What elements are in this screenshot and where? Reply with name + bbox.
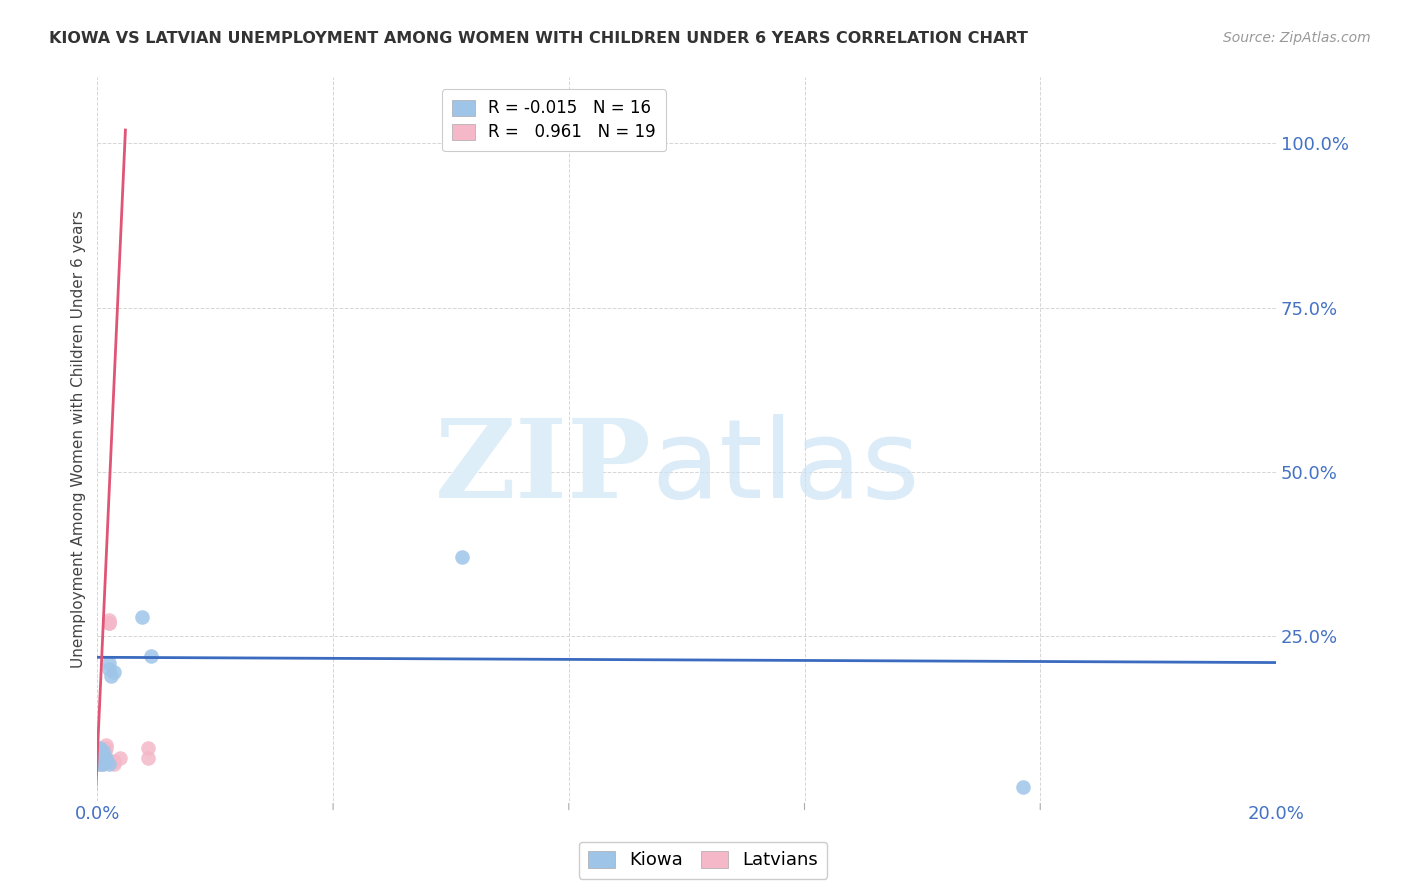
Point [1012, 780, 1035, 795]
Point [94, 738, 117, 752]
Text: ZIP: ZIP [434, 415, 651, 522]
Point [89, 741, 111, 756]
Point [87, 757, 110, 772]
Legend: R = -0.015   N = 16, R =   0.961   N = 19: R = -0.015 N = 16, R = 0.961 N = 19 [441, 89, 666, 152]
Legend: Kiowa, Latvians: Kiowa, Latvians [579, 842, 827, 879]
Point [91, 751, 114, 765]
Point [139, 648, 162, 663]
Point [93, 747, 115, 762]
Point [103, 757, 125, 772]
Y-axis label: Unemployment Among Women with Children Under 6 years: Unemployment Among Women with Children U… [72, 211, 86, 668]
Point [94, 751, 117, 765]
Point [103, 665, 125, 680]
Text: atlas: atlas [651, 415, 920, 522]
Point [91, 754, 114, 768]
Point [451, 550, 474, 565]
Point [131, 609, 153, 624]
Point [91, 744, 114, 758]
Point [91, 751, 114, 765]
Point [97, 757, 120, 772]
Point [89, 757, 111, 772]
Point [108, 751, 131, 765]
Point [93, 744, 115, 758]
Point [97, 656, 120, 670]
Point [93, 744, 115, 758]
Text: KIOWA VS LATVIAN UNEMPLOYMENT AMONG WOMEN WITH CHILDREN UNDER 6 YEARS CORRELATIO: KIOWA VS LATVIAN UNEMPLOYMENT AMONG WOME… [49, 31, 1028, 46]
Text: Source: ZipAtlas.com: Source: ZipAtlas.com [1223, 31, 1371, 45]
Point [103, 754, 125, 768]
Point [97, 616, 120, 631]
Point [100, 669, 122, 683]
Point [97, 613, 120, 627]
Point [89, 754, 111, 768]
Point [136, 751, 159, 765]
Point [91, 757, 114, 772]
Point [94, 741, 117, 756]
Point [90, 757, 112, 772]
Point [136, 741, 159, 756]
Point [94, 754, 117, 768]
Point [97, 662, 120, 676]
Point [97, 616, 120, 631]
Point [89, 751, 111, 765]
